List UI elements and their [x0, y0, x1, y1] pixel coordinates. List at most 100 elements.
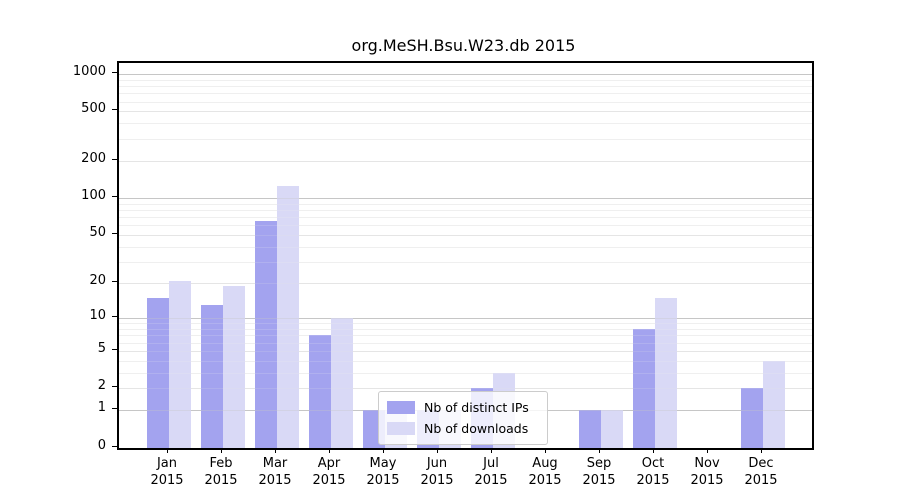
bar-downloads-sep — [601, 410, 623, 448]
x-tick-label-jul: Jul 2015 — [474, 455, 507, 489]
gridline-y-100 — [119, 198, 812, 199]
y-tick-label-100: 100 — [81, 188, 106, 203]
y-tick-label-1000: 1000 — [72, 63, 106, 79]
bar-distinct-ips-apr — [309, 335, 331, 448]
y-tick-label-0: 0 — [97, 437, 106, 453]
gridline-y-60 — [119, 225, 812, 227]
x-tick-month: Aug — [532, 456, 558, 471]
bar-downloads-dec — [763, 360, 785, 448]
x-tick-year: 2015 — [204, 473, 238, 488]
x-tick-month: Oct — [641, 456, 665, 471]
x-tick-label-oct: Oct 2015 — [636, 455, 669, 489]
x-tick-label-dec: Dec 2015 — [744, 455, 777, 489]
y-tick-mark-1 — [112, 408, 117, 410]
x-tick-label-apr: Apr 2015 — [312, 455, 345, 489]
x-tick-label-jan: Jan 2015 — [150, 455, 183, 489]
x-tick-month: Apr — [317, 456, 341, 471]
x-tick-label-nov: Nov 2015 — [690, 455, 723, 489]
y-tick-mark-1000 — [112, 71, 117, 73]
y-tick-mark-5 — [112, 348, 117, 350]
gridline-y-8 — [119, 328, 812, 330]
x-tick-year: 2015 — [582, 473, 616, 488]
x-tick-mark-feb — [221, 448, 222, 453]
x-tick-mark-dec — [761, 448, 762, 453]
x-tick-label-jun: Jun 2015 — [420, 455, 453, 489]
x-tick-mark-jul — [491, 448, 492, 453]
x-tick-mark-oct — [653, 448, 654, 453]
x-tick-label-aug: Aug 2015 — [528, 455, 561, 489]
bar-downloads-feb — [223, 285, 245, 448]
legend-swatch-distinct-ips — [387, 401, 415, 414]
y-tick-label-1: 1 — [97, 400, 106, 416]
x-tick-month: May — [369, 456, 397, 471]
y-tick-label-10: 10 — [89, 308, 106, 323]
y-tick-mark-20 — [112, 281, 117, 282]
bar-downloads-apr — [331, 318, 353, 448]
x-tick-mark-aug — [545, 448, 546, 453]
y-tick-label-5: 5 — [97, 340, 106, 356]
x-tick-month: Jan — [156, 456, 178, 471]
x-tick-label-feb: Feb 2015 — [204, 455, 237, 489]
x-tick-month: Nov — [694, 456, 720, 471]
x-tick-mark-mar — [275, 448, 276, 453]
y-tick-mark-0 — [112, 445, 117, 447]
gridline-y-40 — [119, 246, 812, 248]
y-tick-label-500: 500 — [81, 101, 106, 117]
x-tick-mark-apr — [329, 448, 330, 453]
gridline-y-900 — [119, 79, 812, 81]
gridline-y-4 — [119, 360, 812, 362]
x-tick-year: 2015 — [258, 473, 292, 488]
legend-label-downloads: Nb of downloads — [424, 421, 529, 436]
gridline-y-6 — [119, 342, 812, 344]
gridline-y-10 — [119, 318, 812, 319]
bar-distinct-ips-mar — [255, 221, 277, 448]
x-tick-mark-may — [383, 448, 384, 453]
gridline-y-30 — [119, 262, 812, 263]
gridline-y-600 — [119, 101, 812, 103]
x-tick-year: 2015 — [474, 473, 508, 488]
x-tick-month: Sep — [586, 456, 612, 471]
x-tick-month: Dec — [748, 456, 774, 471]
bar-downloads-oct — [655, 297, 677, 448]
y-tick-label-200: 200 — [81, 150, 106, 166]
y-tick-label-2: 2 — [97, 378, 106, 394]
bar-distinct-ips-dec — [741, 388, 763, 448]
gridline-y-500 — [119, 111, 812, 113]
legend: Nb of distinct IPs Nb of downloads — [378, 391, 548, 445]
y-tick-label-50: 50 — [89, 225, 106, 240]
x-tick-month: Jul — [483, 456, 499, 471]
y-tick-mark-100 — [112, 196, 117, 197]
gridline-y-90 — [119, 203, 812, 205]
gridline-y-700 — [119, 93, 812, 95]
x-tick-year: 2015 — [744, 473, 778, 488]
gridline-y-2 — [119, 388, 812, 390]
x-tick-year: 2015 — [366, 473, 400, 488]
x-tick-year: 2015 — [420, 473, 454, 488]
y-tick-mark-500 — [112, 109, 117, 111]
x-tick-mark-jan — [167, 448, 168, 453]
gridline-y-200 — [119, 160, 812, 162]
gridline-y-5 — [119, 350, 812, 352]
x-tick-year: 2015 — [690, 473, 724, 488]
gridline-y-400 — [119, 123, 812, 125]
bar-distinct-ips-sep — [579, 410, 601, 448]
x-tick-year: 2015 — [528, 473, 562, 488]
legend-label-distinct-ips: Nb of distinct IPs — [424, 400, 529, 415]
y-tick-mark-50 — [112, 233, 117, 234]
gridline-y-1000 — [119, 73, 812, 75]
x-tick-label-sep: Sep 2015 — [582, 455, 615, 489]
x-tick-mark-nov — [707, 448, 708, 453]
legend-item-distinct-ips: Nb of distinct IPs — [387, 397, 539, 418]
x-tick-label-may: May 2015 — [366, 455, 399, 489]
legend-item-downloads: Nb of downloads — [387, 418, 539, 439]
chart-title: org.MeSH.Bsu.W23.db 2015 — [351, 36, 576, 55]
x-tick-label-mar: Mar 2015 — [258, 455, 291, 489]
gridline-y-3 — [119, 372, 812, 374]
gridline-y-50 — [119, 235, 812, 236]
gridline-y-20 — [119, 283, 812, 284]
x-tick-year: 2015 — [150, 473, 184, 488]
gridline-y-9 — [119, 323, 812, 325]
gridline-y-300 — [119, 138, 812, 140]
y-tick-label-20: 20 — [89, 273, 106, 288]
